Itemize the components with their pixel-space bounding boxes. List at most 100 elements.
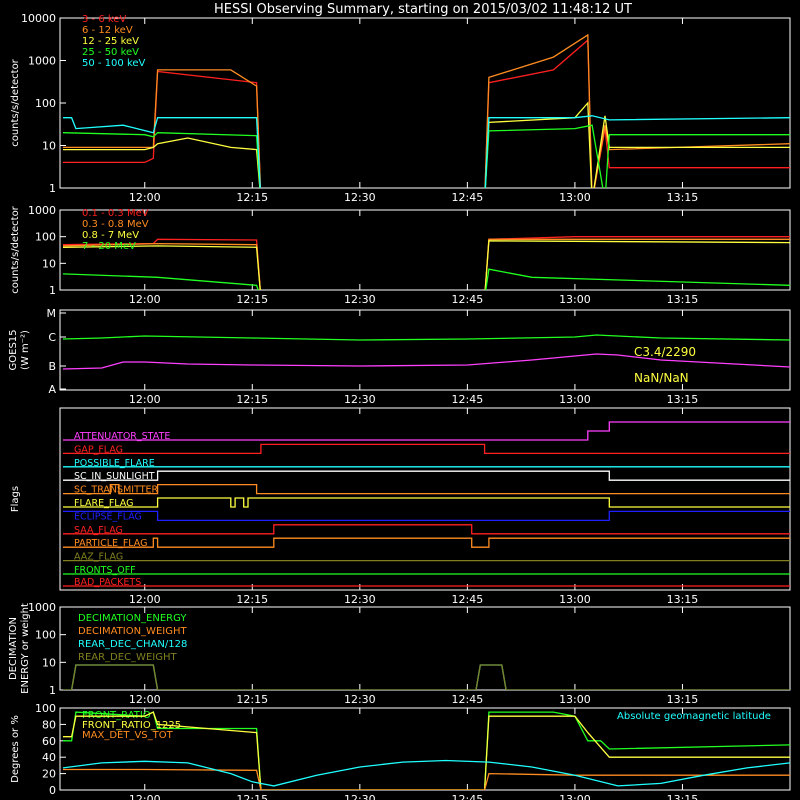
series-line [63,115,790,188]
x-tick-label: 12:30 [344,293,376,306]
x-tick-label: 13:00 [559,293,591,306]
series-line [63,33,790,188]
y-axis-label-2: ENERGY or weight [20,603,31,694]
y-tick-label: 60 [42,735,56,748]
x-tick-label: 12:15 [236,793,268,800]
x-tick-label: 13:00 [559,793,591,800]
series-line [62,353,790,370]
y-axis-label: counts/s/detector [10,58,21,146]
x-tick-label: 12:45 [452,293,484,306]
x-tick-label: 13:15 [667,393,699,406]
panel-p6: 12:00 12:15 12:30 12:45 13:00 13:15 0 20 40 60 80 1… [10,702,791,800]
legend-entry: 7 - 20 MeV [82,241,136,252]
y-axis-label: GOES15 [8,329,19,370]
y-axis-label: counts/s/detector [10,205,21,293]
series-line [63,768,790,790]
annotation: C3.4/2290 [634,345,696,359]
x-tick-label: 12:30 [344,693,376,706]
series-line [63,101,790,188]
x-tick-label: 12:00 [129,693,161,706]
legend-entry: MAX_DET_VS_TOT [82,730,174,741]
y-tick-label: 100 [35,702,56,715]
legend-entry: FRONT_RATIO [82,710,151,721]
series-line [63,711,790,790]
y-tick-label: 1 [49,684,56,697]
x-tick-label: 13:15 [667,191,699,204]
series-line [63,664,790,690]
panel-p1: 12:00 12:15 12:30 12:45 13:00 13:15 1 10 100 1000… [10,12,791,204]
legend-entry: 12 - 25 keV [82,36,139,47]
x-tick-label: 12:00 [129,793,161,800]
y-tick-label: 1 [49,284,56,297]
legend-entry: 3 - 6 keV [82,14,126,25]
annotation: NaN/NaN [634,371,689,385]
legend-entry: DECIMATION_ENERGY [78,613,187,624]
legend-entry: 6 - 12 keV [82,25,133,36]
y-tick-label: 10 [42,140,56,153]
legend-entry: DECIMATION_WEIGHT [78,626,187,637]
y-tick-label: M [47,307,57,320]
panel-frame [59,309,791,391]
flag-line [63,483,790,495]
flag-line [63,524,790,535]
y-tick-label: B [48,360,56,373]
x-tick-label: 12:30 [344,393,376,406]
x-tick-label: 12:00 [129,593,161,606]
x-tick-label: 13:15 [667,793,699,800]
panel-frame [59,17,791,189]
panel-p3: 12:00 12:15 12:30 12:45 13:00 13:15 AB CM GOES15… [8,307,791,406]
y-tick-label: A [48,383,56,396]
y-axis-label: Degrees or % [10,715,21,783]
y-axis-label: Flags [10,486,21,512]
y-tick-label: 100 [35,231,56,244]
y-tick-label: 100 [35,629,56,642]
x-tick-label: 12:30 [344,593,376,606]
panel-frame [59,209,791,291]
legend-entry: 0.8 - 7 MeV [82,230,139,241]
chart-title: HESSI Observing Summary, starting on 201… [214,2,632,17]
flag-line [63,470,790,481]
x-tick-label: 13:00 [559,191,591,204]
y-tick-label: 1000 [28,601,56,614]
flag-line [63,537,790,548]
flag-label: SC_IN_SUNLIGHT [74,471,155,482]
x-tick-label: 12:15 [236,693,268,706]
y-tick-label: 1000 [28,55,56,68]
series-line [62,759,790,787]
flag-label: ECLIPSE_FLAG [74,511,142,522]
panel-p5: 12:00 12:15 12:30 12:45 13:00 13:15 1 10 100 1000… [8,601,791,706]
y-tick-label: 20 [42,768,56,781]
x-tick-label: 13:15 [667,293,699,306]
x-tick-label: 12:30 [344,793,376,800]
flag-line [63,421,790,441]
series-line [63,664,790,690]
x-tick-label: 12:45 [452,593,484,606]
y-tick-label: 10 [42,257,56,270]
x-tick-label: 12:30 [344,191,376,204]
x-tick-label: 13:15 [667,593,699,606]
flag-label: FLARE_FLAG [74,498,134,509]
x-tick-label: 12:00 [129,393,161,406]
x-tick-label: 12:45 [452,793,484,800]
y-tick-label: 1 [49,182,56,195]
y-tick-label: 100 [35,97,56,110]
flag-label: AAZ_FLAG [74,552,123,563]
panel-p2: 12:00 12:15 12:30 12:45 13:00 13:15 1 10 100 1000… [10,204,791,306]
y-tick-label: 10 [42,656,56,669]
panel-frame [59,407,791,591]
series-line [62,334,790,341]
annotation: Absolute geomagnetic latitude [617,711,771,722]
x-tick-label: 12:45 [452,393,484,406]
legend-entry: FRONT_RATIO_1225 [82,720,181,731]
x-tick-label: 13:15 [667,693,699,706]
flag-line [63,497,790,508]
x-tick-label: 12:45 [452,191,484,204]
flag-label: SC_TRANSMITTER [74,485,159,496]
flag-label: SAA_FLAG [74,525,123,536]
series-line [62,268,790,290]
flag-label: BAD_PACKETS [74,577,141,588]
x-tick-label: 12:15 [236,191,268,204]
flag-label: ATTENUATOR_STATE [74,431,170,442]
y-tick-label: 40 [42,751,56,764]
flag-label: FRONTS_OFF [74,565,136,576]
